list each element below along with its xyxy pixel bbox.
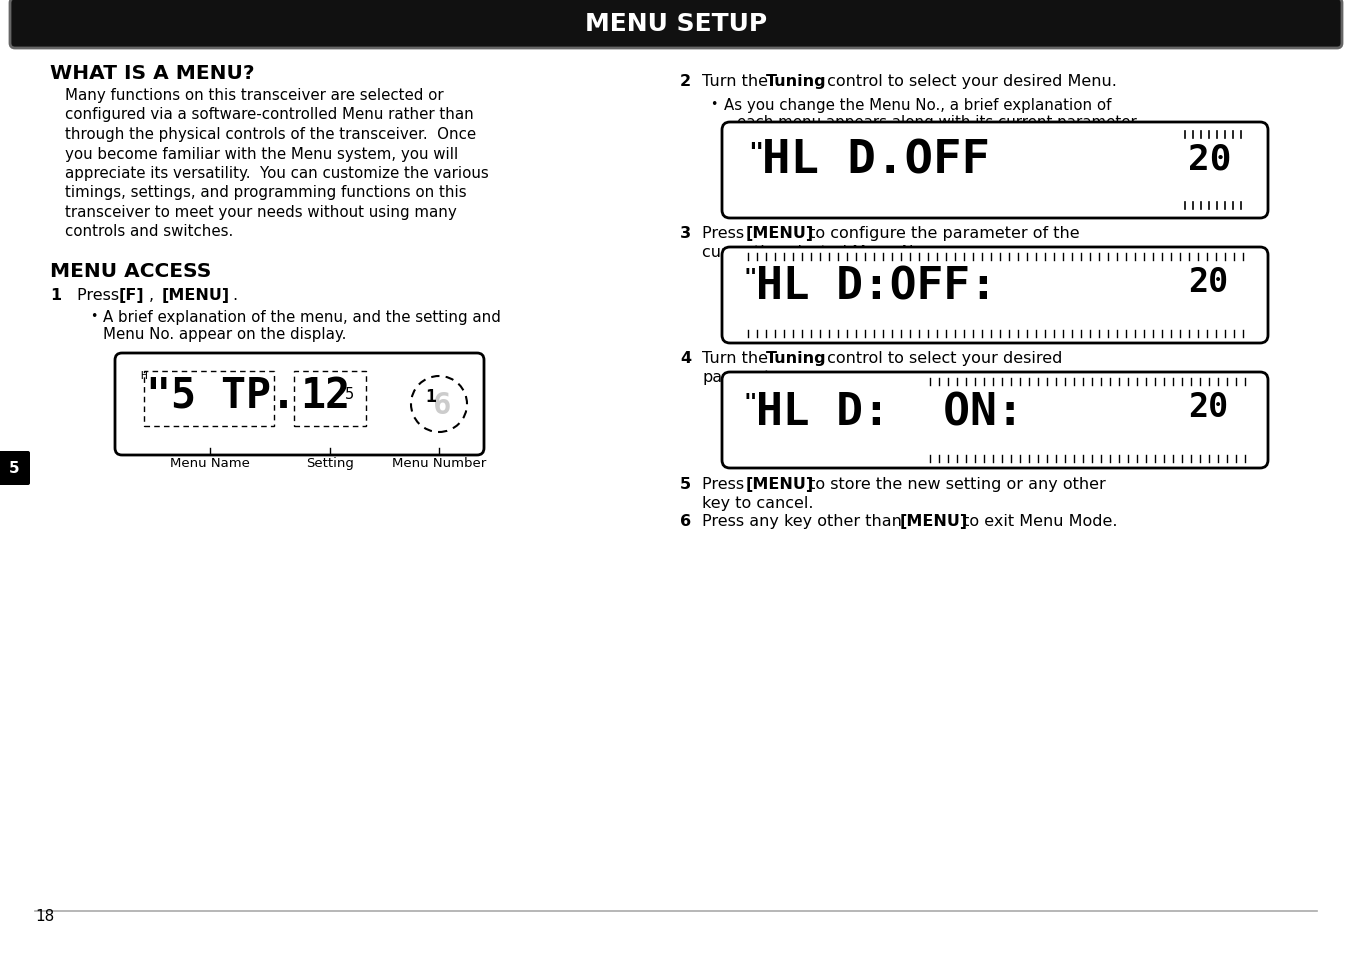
- Text: through the physical controls of the transceiver.  Once: through the physical controls of the tra…: [65, 127, 476, 142]
- Text: [MENU]: [MENU]: [746, 476, 814, 492]
- Text: •: •: [91, 310, 97, 323]
- FancyBboxPatch shape: [722, 123, 1268, 219]
- Text: •: •: [710, 98, 718, 111]
- Text: As you change the Menu No., a brief explanation of: As you change the Menu No., a brief expl…: [725, 98, 1111, 112]
- Text: [MENU]: [MENU]: [746, 226, 814, 241]
- Text: control to select your desired Menu.: control to select your desired Menu.: [822, 74, 1117, 89]
- Text: to configure the parameter of the: to configure the parameter of the: [804, 226, 1080, 241]
- Text: each menu appears along with its current parameter.: each menu appears along with its current…: [737, 115, 1140, 130]
- Text: parameter.: parameter.: [702, 370, 791, 385]
- Text: Turn the: Turn the: [702, 74, 773, 89]
- Text: Menu Number: Menu Number: [392, 456, 487, 470]
- Text: "5 TP.: "5 TP.: [146, 375, 296, 416]
- Text: A brief explanation of the menu, and the setting and: A brief explanation of the menu, and the…: [103, 310, 500, 325]
- Text: 12: 12: [300, 375, 350, 416]
- Text: Press: Press: [702, 476, 749, 492]
- Text: MENU SETUP: MENU SETUP: [585, 12, 767, 36]
- Text: currently selected Menu No.: currently selected Menu No.: [702, 245, 929, 260]
- Text: HL D:  ON:: HL D: ON:: [756, 391, 1023, 434]
- Text: to store the new setting or any other: to store the new setting or any other: [804, 476, 1106, 492]
- Text: 20: 20: [1188, 391, 1228, 423]
- FancyBboxPatch shape: [722, 248, 1268, 344]
- Text: 1: 1: [426, 388, 437, 406]
- Text: timings, settings, and programming functions on this: timings, settings, and programming funct…: [65, 185, 466, 200]
- Text: 18: 18: [35, 908, 54, 923]
- Text: ": ": [744, 393, 757, 413]
- Text: Tuning: Tuning: [767, 351, 826, 366]
- Text: Setting: Setting: [306, 456, 354, 470]
- Text: 6: 6: [680, 514, 691, 529]
- Text: HL D.OFF: HL D.OFF: [763, 139, 990, 184]
- Text: Turn the: Turn the: [702, 351, 773, 366]
- Text: controls and switches.: controls and switches.: [65, 224, 234, 239]
- Text: 5: 5: [680, 476, 691, 492]
- FancyBboxPatch shape: [9, 0, 1343, 49]
- Text: key to cancel.: key to cancel.: [702, 496, 814, 511]
- Text: to exit Menu Mode.: to exit Menu Mode.: [959, 514, 1118, 529]
- Text: .: .: [233, 288, 237, 303]
- Text: transceiver to meet your needs without using many: transceiver to meet your needs without u…: [65, 205, 457, 220]
- Text: [MENU]: [MENU]: [162, 288, 230, 303]
- Text: MENU ACCESS: MENU ACCESS: [50, 262, 211, 281]
- Text: 5: 5: [345, 387, 354, 401]
- FancyBboxPatch shape: [115, 354, 484, 456]
- Text: appreciate its versatility.  You can customize the various: appreciate its versatility. You can cust…: [65, 166, 489, 181]
- Text: 2: 2: [680, 74, 691, 89]
- Text: ,: ,: [149, 288, 160, 303]
- Text: [F]: [F]: [119, 288, 145, 303]
- Text: Menu Name: Menu Name: [170, 456, 250, 470]
- Text: 3: 3: [680, 226, 691, 241]
- Text: 5: 5: [8, 461, 19, 476]
- Text: 6: 6: [433, 390, 452, 419]
- Text: Many functions on this transceiver are selected or: Many functions on this transceiver are s…: [65, 88, 443, 103]
- Text: Press: Press: [702, 226, 749, 241]
- Text: HL D:OFF:: HL D:OFF:: [756, 266, 996, 309]
- Text: H: H: [141, 371, 147, 380]
- Text: 20: 20: [1188, 266, 1228, 298]
- Text: WHAT IS A MENU?: WHAT IS A MENU?: [50, 64, 254, 83]
- Text: Press any key other than: Press any key other than: [702, 514, 907, 529]
- Text: you become familiar with the Menu system, you will: you become familiar with the Menu system…: [65, 147, 458, 161]
- FancyBboxPatch shape: [0, 452, 30, 485]
- Text: configured via a software-controlled Menu rather than: configured via a software-controlled Men…: [65, 108, 473, 122]
- Text: 1: 1: [50, 288, 61, 303]
- Text: ": ": [748, 141, 763, 165]
- Text: Tuning: Tuning: [767, 74, 826, 89]
- Text: control to select your desired: control to select your desired: [822, 351, 1063, 366]
- Text: Press: Press: [77, 288, 124, 303]
- Text: [MENU]: [MENU]: [900, 514, 968, 529]
- Text: 4: 4: [680, 351, 691, 366]
- Text: Menu No. appear on the display.: Menu No. appear on the display.: [103, 327, 346, 341]
- FancyBboxPatch shape: [722, 373, 1268, 469]
- Text: 20: 20: [1188, 143, 1232, 177]
- Text: ": ": [744, 268, 757, 288]
